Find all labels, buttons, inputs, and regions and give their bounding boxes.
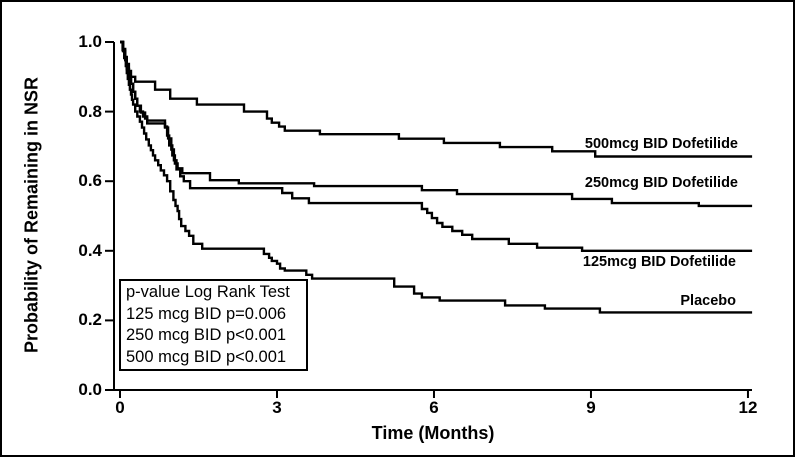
y-tick-label: 0.8 (78, 102, 102, 121)
y-tick-label: 0.4 (78, 241, 102, 260)
x-axis-title: Time (Months) (371, 423, 495, 443)
pvalue-annotation-box: p-value Log Rank Test 125 mcg BID p=0.00… (119, 279, 308, 371)
y-axis-title: Probability of Remaining in NSR (21, 76, 42, 354)
curve-label-placebo: Placebo (680, 293, 736, 309)
km-curve-125mcg-bid-dofetilide (120, 40, 753, 252)
y-tick-label: 1.0 (78, 32, 102, 51)
pvalue-line-250: 250 mcg BID p<0.001 (126, 326, 287, 344)
x-tick-label: 3 (272, 398, 282, 417)
pvalue-box-title: p-value Log Rank Test (126, 283, 290, 301)
pvalue-line-500: 500 mcg BID p<0.001 (126, 347, 287, 366)
y-tick-label: 0.2 (78, 310, 102, 329)
curve-label-125mcg: 125mcg BID Dofetilide (582, 254, 736, 270)
x-tick-label: 6 (429, 398, 439, 417)
curve-label-500mcg: 500mcg BID Dofetilide (584, 136, 738, 152)
y-tick-label: 0.6 (78, 171, 102, 190)
curve-label-250mcg: 250mcg BID Dofetilide (584, 175, 738, 191)
pvalue-line-125: 125 mcg BID p=0.006 (126, 304, 287, 323)
x-tick-label: 9 (586, 398, 596, 417)
y-tick-label: 0.0 (78, 380, 102, 399)
km-curve-placebo (120, 40, 753, 314)
x-tick-label: 0 (115, 398, 125, 417)
x-tick-label: 12 (738, 398, 758, 417)
km-curve-500mcg-bid-dofetilide (120, 40, 753, 158)
